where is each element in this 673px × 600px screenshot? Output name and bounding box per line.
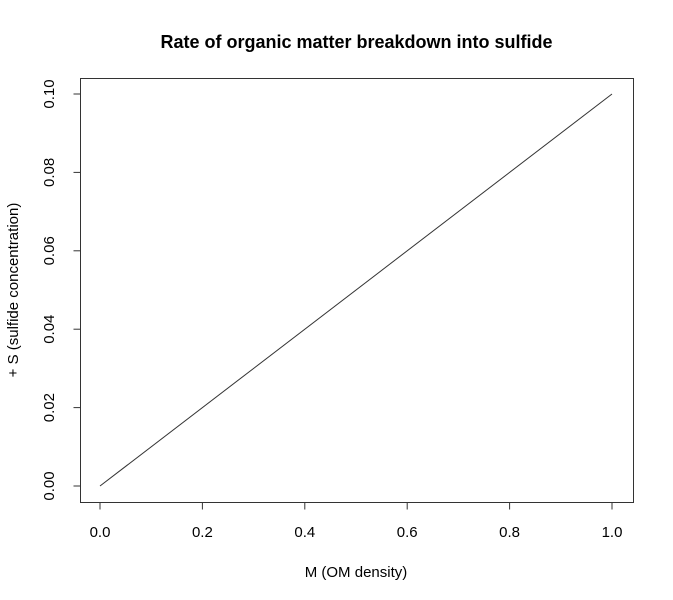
series-line <box>99 93 613 487</box>
chart-title: Rate of organic matter breakdown into su… <box>160 32 552 52</box>
x-tick-label: 0.0 <box>90 524 111 541</box>
y-tick-label: 0.00 <box>41 471 58 500</box>
x-tick-label: 0.6 <box>397 524 418 541</box>
y-tick-label: 0.06 <box>41 236 58 265</box>
series-layer <box>99 93 613 487</box>
plot-frame <box>80 78 634 503</box>
y-tick-label: 0.08 <box>41 158 58 187</box>
y-tick-label: 0.04 <box>41 315 58 344</box>
y-axis-title: + S (sulfide concentration) <box>5 203 22 378</box>
x-tick-label: 0.4 <box>294 524 315 541</box>
x-axis: 0.0 0.2 0.4 0.6 0.8 1.0 <box>90 502 623 541</box>
y-axis: 0.00 0.02 0.04 0.06 0.08 0.10 <box>41 79 81 501</box>
x-axis-title: M (OM density) <box>305 564 408 581</box>
x-tick-label: 0.8 <box>499 524 520 541</box>
x-tick-label: 0.2 <box>192 524 213 541</box>
y-tick-label: 0.10 <box>41 79 58 108</box>
y-tick-label: 0.02 <box>41 393 58 422</box>
x-tick-label: 1.0 <box>602 524 623 541</box>
